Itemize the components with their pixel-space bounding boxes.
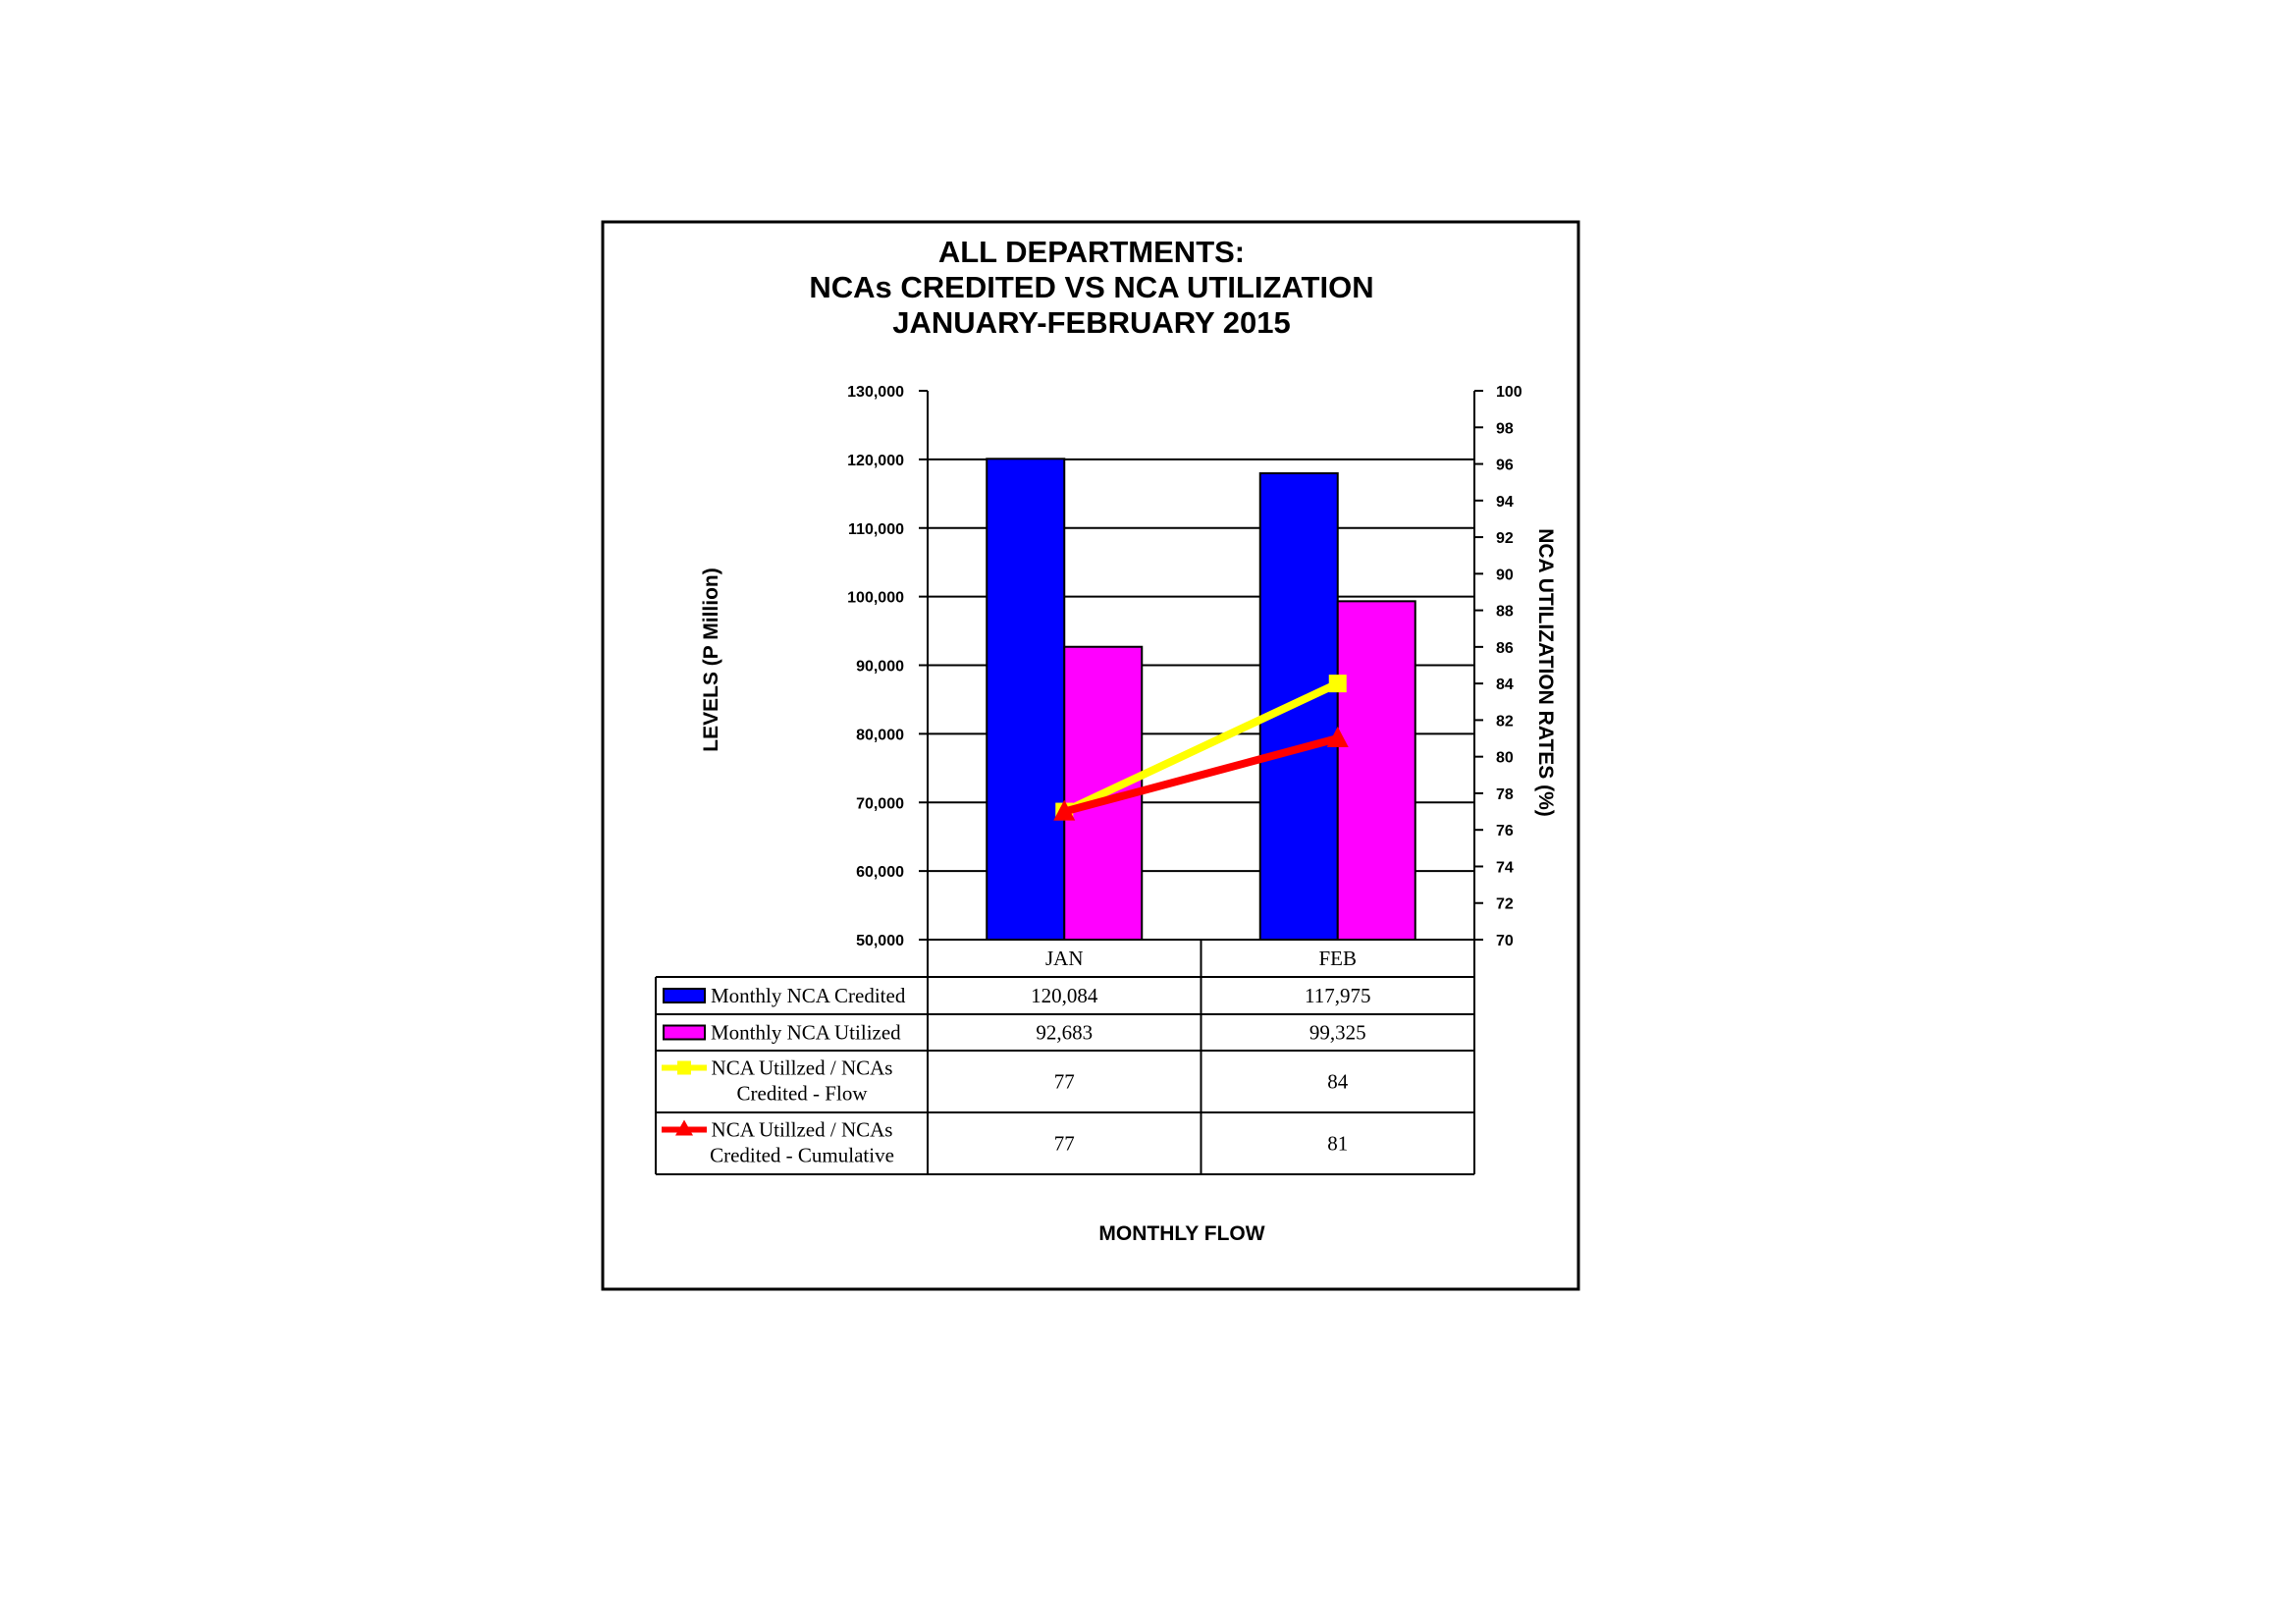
legend-label: Monthly NCA Credited [711,984,906,1007]
bar [1336,600,1416,941]
legend-key [663,988,706,1003]
y2-tick-label: 72 [1496,896,1514,913]
bar [1258,472,1339,941]
y2-tick-label: 82 [1496,713,1514,730]
data-label: 92,683 [1036,1021,1093,1045]
y2-tick-label: 90 [1496,567,1514,583]
data-label: 120,084 [1031,984,1098,1007]
y-tick-label: 120,000 [847,453,904,469]
y-tick-label: 130,000 [847,384,904,401]
y2-tick-label: 76 [1496,823,1514,839]
bar [986,458,1066,941]
line-marker [1326,727,1349,748]
legend-key-marker [677,1060,691,1075]
y2-axis-title: NCA UTILIZATION RATES (%) [1534,528,1557,817]
category-label: JAN [1045,947,1084,970]
legend-label: Credited - Cumulative [710,1144,894,1167]
data-label: 81 [1327,1132,1348,1156]
data-label: 84 [1327,1070,1349,1094]
y-tick-label: 110,000 [848,521,904,538]
data-label: 117,975 [1305,984,1370,1007]
series-line [1063,734,1339,816]
legend-label: NCA Utillzed / NCAs [712,1118,893,1142]
y2-tick-label: 86 [1496,640,1514,657]
line-marker [1053,799,1076,821]
lines [1053,675,1349,821]
y-tick-label: 70,000 [856,795,904,812]
y2-tick-label: 94 [1496,494,1514,511]
y2-tick-label: 80 [1496,750,1514,767]
y-axis-left: 50,000 60,000 70,000 80,000 90,000 100,000 110… [847,384,929,949]
legend-label: Credited - Flow [737,1082,869,1106]
chart-title-line-1: ALL DEPARTMENTS: [938,235,1245,269]
data-label: 77 [1054,1070,1075,1094]
y2-tick-label: 98 [1496,420,1514,437]
y2-tick-label: 78 [1496,786,1514,803]
y-tick-label: 90,000 [856,659,904,676]
chart-title-line-3: JANUARY-FEBRUARY 2015 [892,305,1290,340]
y2-tick-label: 84 [1496,677,1514,693]
y-tick-label: 50,000 [856,933,904,949]
y-tick-label: 100,000 [847,590,904,607]
data-table: JAN FEB Monthly NCA Credited 120,084 117,975… [655,940,1475,1175]
y-axis-title: LEVELS (P Million) [700,568,722,751]
y2-tick-label: 70 [1496,933,1514,949]
series-line [1062,679,1340,816]
bars [928,458,1474,942]
y-tick-label: 80,000 [856,727,904,743]
legend-key-marker [675,1119,693,1136]
y2-tick-label: 92 [1496,530,1514,547]
category-label: FEB [1318,947,1357,970]
x-axis-title: MONTHLY FLOW [1098,1222,1264,1245]
y2-tick-label: 100 [1496,384,1522,401]
data-label: 99,325 [1309,1021,1366,1045]
legend-label: NCA Utillzed / NCAs [712,1056,893,1080]
y-tick-label: 60,000 [856,864,904,881]
legend-key [663,1024,706,1041]
chart-title-line-2: NCAs CREDITED VS NCA UTILIZATION [809,270,1373,304]
legend-label: Monthly NCA Utilized [711,1021,901,1045]
y-axis-right: 70 72 74 76 78 80 82 84 86 88 90 92 94 96 98 100 [1473,384,1522,949]
y2-tick-label: 74 [1496,859,1514,876]
y2-tick-label: 96 [1496,458,1514,474]
data-label: 77 [1054,1132,1075,1156]
line-marker [1328,675,1347,693]
y2-tick-label: 88 [1496,604,1514,621]
